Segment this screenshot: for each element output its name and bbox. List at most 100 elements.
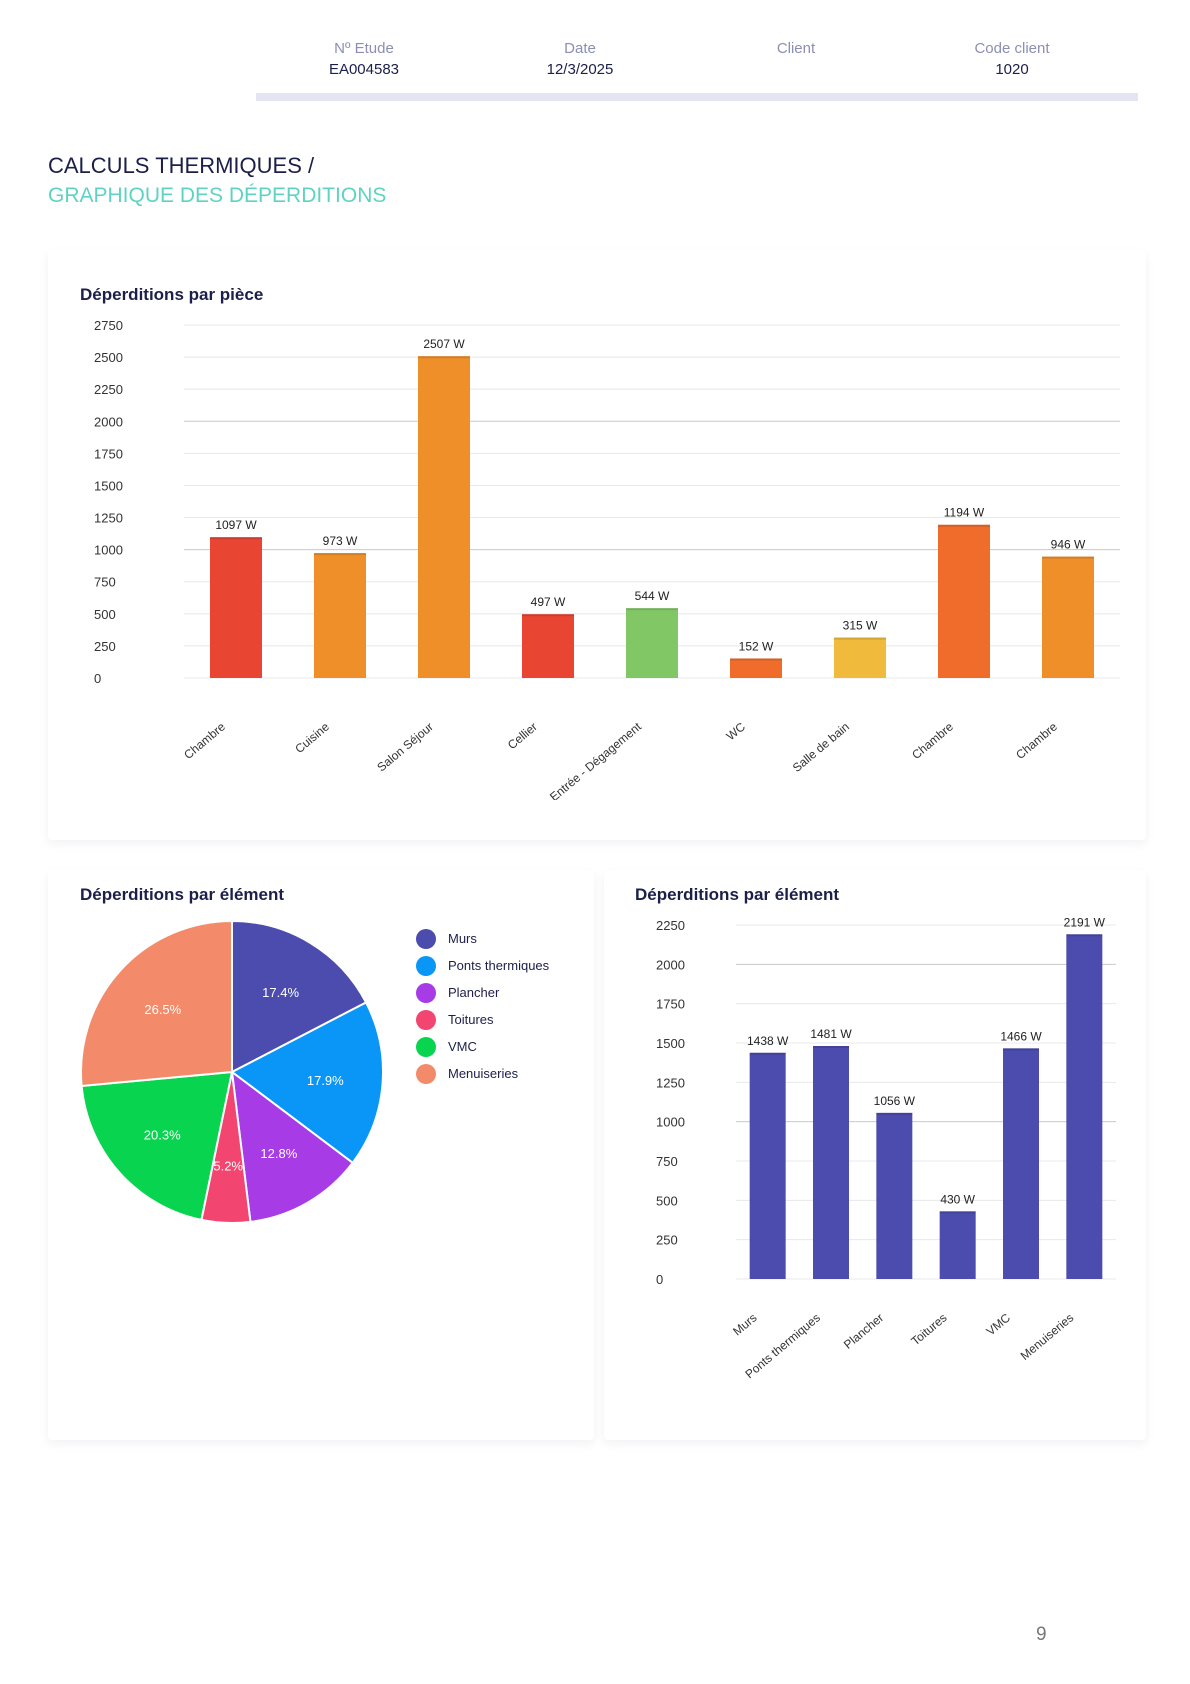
y-tick-label: 250 (656, 1233, 678, 1248)
header-divider (256, 93, 1138, 101)
x-tick-label: Entrée - Dégagement (547, 719, 644, 800)
y-tick-label: 1750 (656, 997, 685, 1012)
pie-legend: Murs Ponts thermiques Plancher Toitures … (416, 925, 549, 1087)
page-number: 9 (1036, 1624, 1047, 1645)
bar-value-label: 1481 W (810, 1027, 852, 1041)
bar[interactable] (749, 1052, 786, 1279)
bar-value-label: 1438 W (747, 1034, 789, 1048)
bar[interactable] (1003, 1048, 1039, 1279)
bar[interactable] (210, 537, 262, 678)
header-label: Date (564, 40, 596, 57)
x-tick-label: Chambre (181, 719, 228, 762)
y-tick-label: 500 (94, 607, 116, 622)
legend-label: Toitures (448, 1012, 494, 1027)
header-label: Nº Etude (334, 40, 394, 57)
bar-value-label: 152 W (739, 639, 774, 653)
legend-item-murs[interactable]: Murs (416, 925, 549, 952)
legend-item-plancher[interactable]: Plancher (416, 979, 549, 1006)
y-tick-label: 2000 (656, 957, 685, 972)
bar-top-edge (522, 614, 574, 617)
pie-slice-label: 17.9% (307, 1073, 344, 1088)
bar-value-label: 2507 W (423, 337, 465, 351)
header-value: 12/3/2025 (546, 61, 614, 78)
x-tick-label: WC (724, 719, 749, 743)
header-label: Client (776, 40, 816, 57)
rooms-chart-title: Déperditions par pièce (80, 285, 264, 304)
bar-top-edge (749, 1052, 786, 1055)
bar[interactable] (1042, 556, 1094, 678)
bar-value-label: 544 W (635, 589, 670, 603)
bar[interactable] (730, 658, 782, 678)
y-tick-label: 2250 (94, 382, 123, 397)
y-tick-label: 1250 (94, 511, 123, 526)
x-tick-label: Toitures (908, 1311, 949, 1349)
legend-item-toitures[interactable]: Toitures (416, 1006, 549, 1033)
x-tick-label: Plancher (841, 1311, 886, 1352)
bar-top-edge (1003, 1048, 1039, 1051)
bar[interactable] (938, 524, 990, 678)
header-col-code-client: Code client 1020 (904, 40, 1120, 78)
legend-swatch (416, 1063, 436, 1084)
bar-top-edge (939, 1211, 976, 1214)
x-tick-label: Chambre (1013, 719, 1060, 762)
bar[interactable] (939, 1211, 976, 1279)
x-tick-label: VMC (983, 1310, 1013, 1338)
bar[interactable] (418, 356, 470, 678)
bar-value-label: 946 W (1051, 538, 1086, 552)
y-tick-label: 1500 (94, 478, 123, 493)
bar[interactable] (626, 608, 678, 678)
pie-slice-label: 26.5% (144, 1002, 181, 1017)
pie-slice-label: 5.2% (213, 1159, 243, 1174)
pie-slice[interactable] (80, 919, 233, 1088)
pie-slice[interactable] (230, 1001, 384, 1165)
y-tick-label: 750 (656, 1154, 678, 1169)
x-tick-label: Murs (730, 1311, 759, 1339)
bar-top-edge (813, 1045, 849, 1048)
x-tick-label: Cellier (505, 720, 540, 753)
bar[interactable] (834, 637, 886, 678)
pie-slice-label: 17.4% (262, 985, 299, 1000)
bar-top-edge (314, 553, 366, 556)
bar[interactable] (876, 1112, 913, 1279)
pie-slice[interactable] (80, 1070, 234, 1222)
bar-top-edge (834, 637, 886, 640)
study-header: Nº Etude EA004583 Date 12/3/2025 Client … (256, 40, 1138, 102)
pie-slice-label: 20.3% (144, 1127, 181, 1142)
x-tick-label: Menuiseries (1018, 1311, 1077, 1363)
legend-label: Plancher (448, 985, 500, 1000)
y-tick-label: 1000 (94, 543, 123, 558)
legend-label: Murs (448, 931, 477, 946)
pie-slice[interactable] (230, 1069, 355, 1223)
bar-value-label: 2191 W (1064, 915, 1106, 929)
bar[interactable] (1066, 934, 1103, 1279)
bar[interactable] (522, 614, 574, 678)
header-col-client: Client (688, 40, 904, 61)
pie-slice-label: 12.8% (260, 1146, 297, 1161)
bar-value-label: 1056 W (874, 1094, 916, 1108)
elements-bar-chart: 0 250 500 750 1000 1250 1500 1750 2000 2250 1438 W… (656, 915, 1116, 1381)
y-tick-label: 1500 (656, 1036, 685, 1051)
bar-top-edge (876, 1112, 913, 1115)
y-tick-label: 1250 (656, 1075, 685, 1090)
y-tick-label: 1000 (656, 1115, 685, 1130)
bar[interactable] (314, 553, 366, 678)
legend-item-vmc[interactable]: VMC (416, 1033, 549, 1060)
y-tick-label: 0 (656, 1272, 663, 1287)
bar-top-edge (210, 537, 262, 540)
legend-item-ponts-thermiques[interactable]: Ponts thermiques (416, 952, 549, 979)
legend-item-menuiseries[interactable]: Menuiseries (416, 1060, 549, 1087)
bar-top-edge (938, 524, 990, 527)
legend-swatch (416, 955, 436, 976)
y-tick-label: 0 (94, 671, 101, 686)
x-tick-label: Salle de bain (790, 720, 852, 775)
elements-bar-panel (604, 870, 1146, 1440)
bar-value-label: 973 W (323, 534, 358, 548)
legend-label: Ponts thermiques (448, 958, 550, 973)
pie-slice[interactable] (231, 919, 368, 1074)
legend-swatch (416, 928, 436, 949)
bar[interactable] (813, 1045, 849, 1279)
page-subtitle: GRAPHIQUE DES DÉPERDITIONS (48, 184, 387, 207)
y-tick-label: 750 (94, 575, 116, 590)
header-value: 1020 (995, 61, 1029, 78)
bar-top-edge (418, 356, 470, 359)
